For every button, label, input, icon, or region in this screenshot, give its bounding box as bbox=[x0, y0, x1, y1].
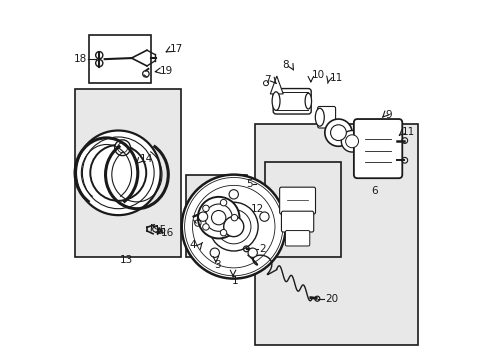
Text: 2: 2 bbox=[258, 244, 265, 254]
Bar bbox=[255, 125, 418, 345]
Ellipse shape bbox=[315, 108, 324, 126]
Text: 1: 1 bbox=[232, 276, 238, 286]
Circle shape bbox=[115, 140, 130, 156]
Circle shape bbox=[228, 190, 238, 199]
Text: 3: 3 bbox=[214, 260, 221, 270]
Circle shape bbox=[90, 145, 146, 201]
Ellipse shape bbox=[271, 92, 280, 111]
Text: 11: 11 bbox=[402, 127, 415, 136]
Circle shape bbox=[324, 119, 351, 146]
Circle shape bbox=[198, 212, 207, 221]
FancyBboxPatch shape bbox=[279, 187, 315, 214]
Text: 8: 8 bbox=[282, 60, 289, 70]
Polygon shape bbox=[270, 76, 283, 94]
Circle shape bbox=[220, 199, 226, 206]
Circle shape bbox=[76, 131, 160, 215]
Circle shape bbox=[209, 202, 258, 251]
Text: 19: 19 bbox=[160, 66, 173, 76]
Circle shape bbox=[210, 248, 219, 257]
Text: 20: 20 bbox=[324, 294, 337, 304]
Circle shape bbox=[182, 175, 285, 279]
Circle shape bbox=[341, 131, 362, 152]
Circle shape bbox=[202, 224, 209, 230]
Circle shape bbox=[259, 212, 268, 221]
Text: 13: 13 bbox=[119, 255, 133, 265]
Circle shape bbox=[247, 248, 257, 257]
Ellipse shape bbox=[305, 93, 311, 109]
Circle shape bbox=[220, 229, 226, 236]
Text: 11: 11 bbox=[329, 73, 342, 83]
Text: 18: 18 bbox=[74, 54, 87, 64]
Circle shape bbox=[198, 197, 239, 238]
Text: 7: 7 bbox=[264, 75, 270, 85]
FancyBboxPatch shape bbox=[285, 230, 309, 246]
Circle shape bbox=[223, 217, 244, 237]
Bar bbox=[88, 35, 151, 83]
Text: 14: 14 bbox=[140, 154, 153, 164]
Circle shape bbox=[231, 215, 237, 221]
Text: 12: 12 bbox=[250, 204, 264, 215]
Text: 5: 5 bbox=[245, 179, 252, 189]
Bar bbox=[265, 162, 340, 257]
Text: 9: 9 bbox=[385, 110, 391, 120]
Text: 6: 6 bbox=[370, 186, 377, 197]
Circle shape bbox=[211, 211, 225, 225]
Bar bbox=[186, 175, 246, 257]
Circle shape bbox=[202, 205, 209, 212]
Text: 4: 4 bbox=[189, 239, 196, 249]
Text: 10: 10 bbox=[311, 70, 325, 80]
Text: 17: 17 bbox=[169, 44, 183, 54]
Text: 16: 16 bbox=[161, 229, 174, 238]
FancyBboxPatch shape bbox=[317, 107, 335, 128]
Circle shape bbox=[345, 135, 358, 148]
Bar bbox=[75, 89, 181, 257]
Circle shape bbox=[330, 125, 346, 140]
FancyBboxPatch shape bbox=[281, 211, 313, 232]
FancyBboxPatch shape bbox=[353, 119, 402, 178]
Text: 15: 15 bbox=[153, 225, 167, 235]
FancyBboxPatch shape bbox=[273, 89, 310, 114]
